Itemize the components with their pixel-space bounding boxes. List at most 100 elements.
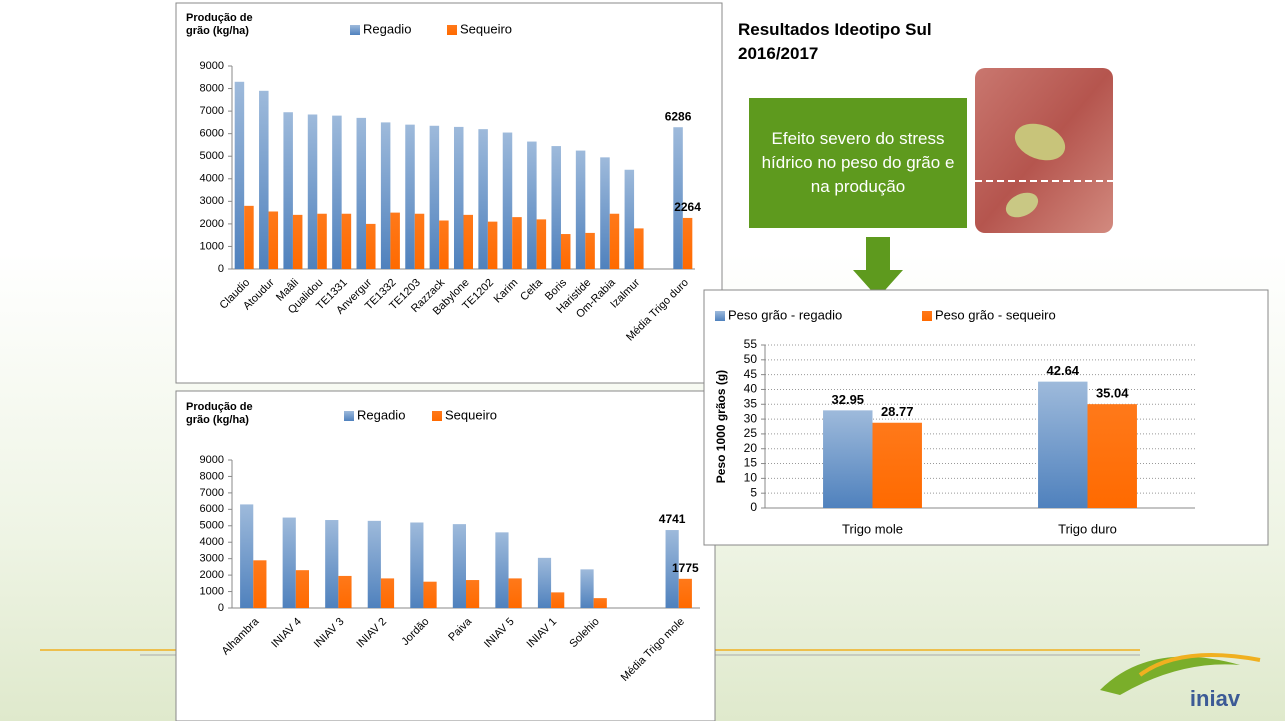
- bar: [283, 112, 293, 269]
- bar: [560, 234, 571, 269]
- bar: [682, 217, 693, 269]
- grain: [1014, 123, 1066, 161]
- logo-swoosh: [1138, 653, 1261, 677]
- y-tick-label: 5000: [200, 520, 224, 532]
- bar: [380, 122, 391, 269]
- bar: [325, 520, 339, 608]
- y-tick-label: 40: [744, 382, 758, 396]
- y-tick-label: 3000: [200, 553, 224, 565]
- bar: [502, 132, 513, 269]
- bar: [338, 575, 352, 608]
- chart-frame: [703, 289, 1269, 546]
- y-tick-label: 50: [744, 352, 758, 366]
- bar: [332, 115, 342, 269]
- legend-label: Peso grão - regadio: [728, 307, 842, 322]
- y-tick-label: 2000: [200, 569, 224, 581]
- bar: [429, 125, 440, 270]
- bar: [823, 410, 873, 508]
- y-tick-label: 10: [744, 471, 758, 485]
- legend-swatch: [344, 411, 354, 421]
- bar: [307, 114, 318, 269]
- bar: [367, 520, 381, 608]
- bar: [673, 127, 683, 269]
- y-tick-label: 1000: [200, 240, 224, 252]
- legend-label: Sequeiro: [460, 21, 512, 36]
- bar: [537, 557, 552, 608]
- bar: [295, 570, 310, 608]
- legend-swatch: [447, 25, 457, 35]
- bar: [678, 578, 692, 608]
- legend-swatch: [922, 311, 932, 321]
- y-tick-label: 30: [744, 411, 758, 425]
- chart-frame: [175, 390, 716, 721]
- bar: [259, 90, 269, 269]
- bar: [665, 530, 679, 608]
- y-tick-label: 7000: [200, 487, 224, 499]
- bar: [356, 117, 367, 269]
- logo-swoosh: [1100, 656, 1240, 695]
- bar: [478, 129, 488, 269]
- bar: [341, 213, 352, 269]
- bar: [551, 592, 565, 608]
- y-tick-label: 2000: [200, 218, 224, 230]
- bar: [452, 524, 466, 608]
- y-tick-label: 45: [744, 367, 758, 381]
- bar: [414, 213, 425, 269]
- bar: [508, 578, 522, 608]
- bar: [600, 157, 610, 269]
- y-tick-label: 0: [750, 500, 757, 514]
- bar: [536, 219, 547, 269]
- y-tick-label: 25: [744, 426, 758, 440]
- legend-label: Regadio: [357, 407, 405, 422]
- bar: [1087, 404, 1137, 508]
- y-tick-label: 9000: [200, 454, 224, 466]
- y-tick-label: 4000: [200, 536, 224, 548]
- y-tick-label: 9000: [200, 60, 224, 72]
- bar: [487, 221, 498, 269]
- legend-swatch: [715, 311, 725, 321]
- y-tick-label: 5000: [200, 150, 224, 162]
- bar: [390, 212, 400, 269]
- data-label: 6286: [665, 109, 692, 123]
- bar: [244, 205, 254, 269]
- bar: [234, 81, 245, 270]
- bar: [282, 517, 296, 608]
- y-tick-label: 0: [218, 602, 224, 614]
- bar: [872, 422, 922, 508]
- y-tick-label: 7000: [200, 105, 224, 117]
- callout: Efeito severo do stress hídrico no peso …: [749, 98, 967, 228]
- data-label: 4741: [659, 512, 686, 526]
- y-tick-label: 1000: [200, 585, 224, 597]
- legend-label: Regadio: [363, 21, 411, 36]
- bar: [292, 214, 303, 269]
- bar: [268, 211, 279, 269]
- y-tick-label: 3000: [200, 195, 224, 207]
- bar: [366, 223, 376, 269]
- bar: [405, 124, 415, 270]
- y-tick-label: 5: [750, 485, 757, 499]
- bar: [380, 578, 395, 608]
- y-tick-label: 6000: [200, 503, 224, 515]
- data-label: 28.77: [881, 404, 914, 419]
- legend-label: Sequeiro: [445, 407, 497, 422]
- y-tick-label: 8000: [200, 470, 224, 482]
- y-tick-label: 20: [744, 441, 758, 455]
- bar: [634, 228, 644, 269]
- bar: [551, 146, 561, 269]
- y-tick-label: 15: [744, 456, 758, 470]
- arrow: [853, 237, 903, 298]
- bar: [453, 126, 464, 270]
- data-label: 35.04: [1096, 386, 1129, 401]
- y-tick-label: 55: [744, 337, 758, 351]
- bar: [253, 560, 267, 608]
- slide-title: Resultados Ideotipo Sul 2016/2017: [738, 20, 932, 63]
- legend-label: Peso grão - sequeiro: [935, 307, 1056, 322]
- bar: [585, 232, 595, 269]
- bar: [466, 580, 480, 608]
- grain: [1005, 192, 1039, 218]
- x-tick-label: Trigo duro: [1058, 521, 1117, 536]
- data-label: 42.64: [1047, 363, 1080, 378]
- bar: [317, 213, 327, 269]
- y-tick-label: 6000: [200, 128, 224, 140]
